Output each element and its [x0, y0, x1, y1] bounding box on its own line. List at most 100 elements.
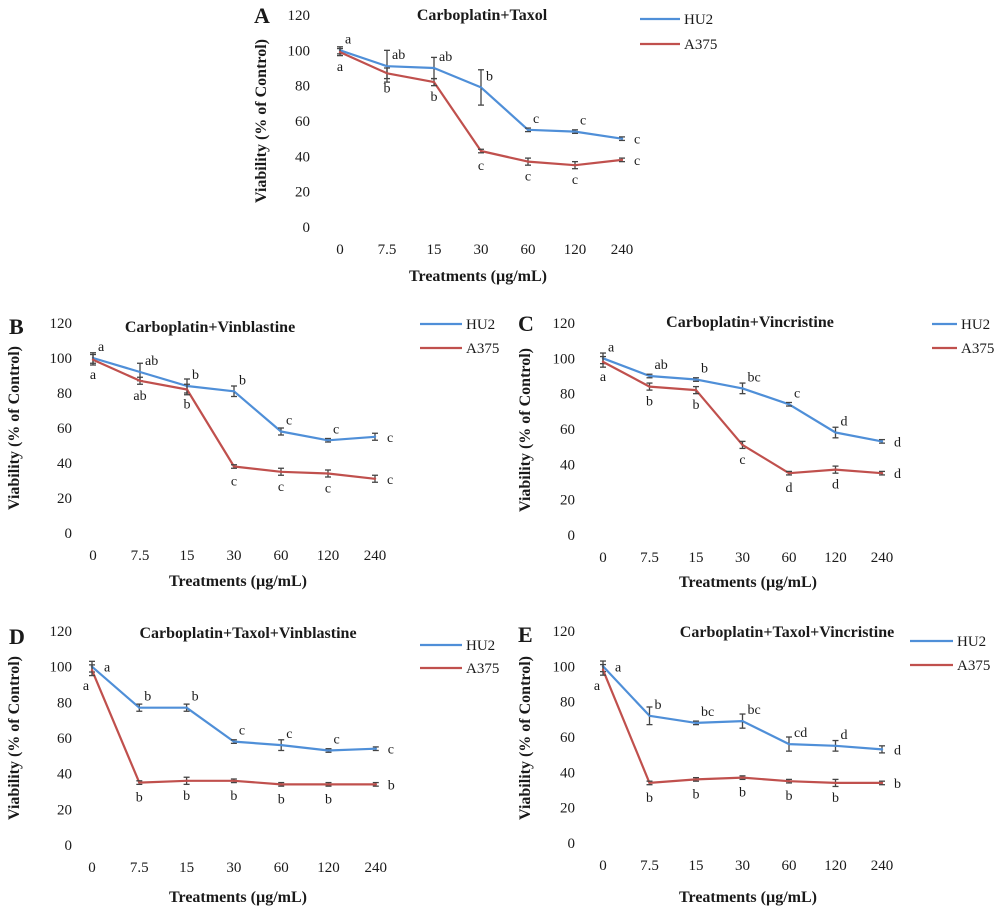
- significance-letter: bc: [701, 705, 714, 720]
- significance-letter: c: [739, 453, 745, 468]
- y-tick-label: 100: [50, 351, 73, 367]
- x-tick-label: 60: [782, 858, 797, 874]
- significance-letter: c: [387, 431, 393, 446]
- significance-letter: b: [192, 368, 199, 383]
- y-axis-label: Viability (% of Control): [517, 656, 534, 820]
- significance-letter: ab: [392, 48, 405, 63]
- legend-entry: A375: [910, 658, 990, 674]
- significance-letter: d: [894, 467, 901, 482]
- significance-letter: a: [104, 661, 111, 676]
- data-point: [787, 403, 791, 406]
- legend-entry: HU2: [640, 12, 713, 28]
- data-point: [526, 128, 530, 132]
- legend-entry: HU2: [420, 317, 495, 333]
- significance-letter: c: [794, 386, 800, 401]
- y-tick-label: 120: [553, 624, 576, 640]
- y-tick-label: 40: [560, 457, 575, 473]
- significance-letter: d: [841, 728, 848, 743]
- significance-letter: a: [600, 370, 607, 385]
- legend-label: HU2: [466, 638, 495, 654]
- significance-letter: c: [572, 173, 578, 188]
- y-tick-label: 60: [57, 421, 72, 437]
- series-a375: a b b b b b b: [83, 664, 395, 807]
- significance-letter: b: [239, 373, 246, 388]
- x-axis-label: Treatments (µg/mL): [169, 889, 307, 906]
- data-point: [741, 719, 744, 723]
- significance-letter: b: [325, 792, 332, 807]
- significance-letter: c: [533, 112, 539, 127]
- y-tick-label: 20: [57, 491, 72, 507]
- data-point: [327, 749, 330, 752]
- significance-letter: c: [580, 114, 586, 129]
- series-line: [90, 669, 376, 786]
- x-tick-label: 7.5: [130, 860, 149, 876]
- significance-letter: b: [184, 398, 191, 413]
- legend-label: A375: [466, 341, 499, 357]
- chart-title: Carboplatin+Taxol+Vinblastine: [139, 625, 356, 642]
- y-axis-label: Viability (% of Control): [6, 656, 23, 820]
- y-tick-label: 100: [553, 351, 576, 367]
- data-point: [741, 443, 744, 447]
- data-point: [138, 706, 141, 709]
- x-tick-label: 0: [599, 550, 607, 566]
- data-point: [787, 471, 791, 475]
- x-tick-label: 240: [871, 858, 894, 874]
- panel-label: D: [9, 624, 25, 649]
- data-point: [185, 779, 188, 782]
- data-point: [880, 471, 884, 475]
- data-point: [232, 779, 236, 782]
- significance-letter: b: [278, 792, 285, 807]
- significance-letter: b: [646, 395, 653, 410]
- x-tick-label: 0: [88, 860, 96, 876]
- data-point: [279, 470, 283, 473]
- y-tick-label: 20: [57, 802, 72, 818]
- significance-letter: b: [384, 81, 391, 96]
- y-tick-label: 80: [560, 387, 575, 403]
- legend-entry: HU2: [932, 317, 990, 333]
- data-point: [880, 781, 884, 785]
- data-point: [138, 379, 142, 382]
- x-tick-label: 60: [521, 242, 536, 258]
- legend-label: HU2: [957, 634, 986, 650]
- series-a375: ab b c c c c: [337, 47, 640, 188]
- data-point: [327, 783, 330, 786]
- significance-letter: b: [230, 789, 237, 804]
- x-tick-label: 60: [274, 548, 289, 564]
- data-point: [834, 431, 837, 434]
- panel-label: C: [518, 311, 534, 336]
- significance-letter: c: [478, 159, 484, 174]
- significance-letter: a: [98, 340, 105, 355]
- significance-letter: b: [144, 690, 151, 705]
- data-point: [185, 706, 188, 709]
- x-tick-label: 15: [180, 548, 195, 564]
- data-point: [280, 783, 283, 786]
- x-tick-label: 0: [599, 858, 607, 874]
- x-tick-label: 7.5: [378, 242, 397, 258]
- significance-letter: b: [183, 789, 190, 804]
- significance-letter: bc: [748, 703, 761, 718]
- data-point: [432, 66, 436, 70]
- significance-letter: cd: [794, 726, 807, 741]
- significance-letter: c: [334, 732, 340, 747]
- legend-label: A375: [684, 37, 717, 53]
- x-axis-label: Treatments (µg/mL): [679, 889, 817, 906]
- data-point: [432, 80, 436, 84]
- legend-entry: A375: [640, 37, 717, 53]
- data-point: [526, 160, 530, 163]
- x-tick-label: 240: [871, 550, 894, 566]
- y-tick-label: 20: [295, 185, 310, 201]
- significance-letter: b: [693, 787, 700, 802]
- data-point: [648, 374, 651, 378]
- x-tick-label: 7.5: [640, 550, 659, 566]
- chart-panel: E Carboplatin+Taxol+Vincristine Viability …: [517, 622, 990, 906]
- chart-title: Carboplatin+Vincristine: [666, 314, 834, 331]
- data-point: [326, 472, 330, 475]
- x-tick-label: 60: [274, 860, 289, 876]
- series-a375: a b b b b b b: [594, 663, 901, 806]
- chart-panels: A Carboplatin+Taxol Viability (% of Contro…: [6, 3, 994, 906]
- significance-letter: c: [239, 724, 245, 739]
- significance-letter: c: [333, 422, 339, 437]
- x-tick-label: 15: [689, 550, 704, 566]
- x-tick-label: 120: [317, 548, 340, 564]
